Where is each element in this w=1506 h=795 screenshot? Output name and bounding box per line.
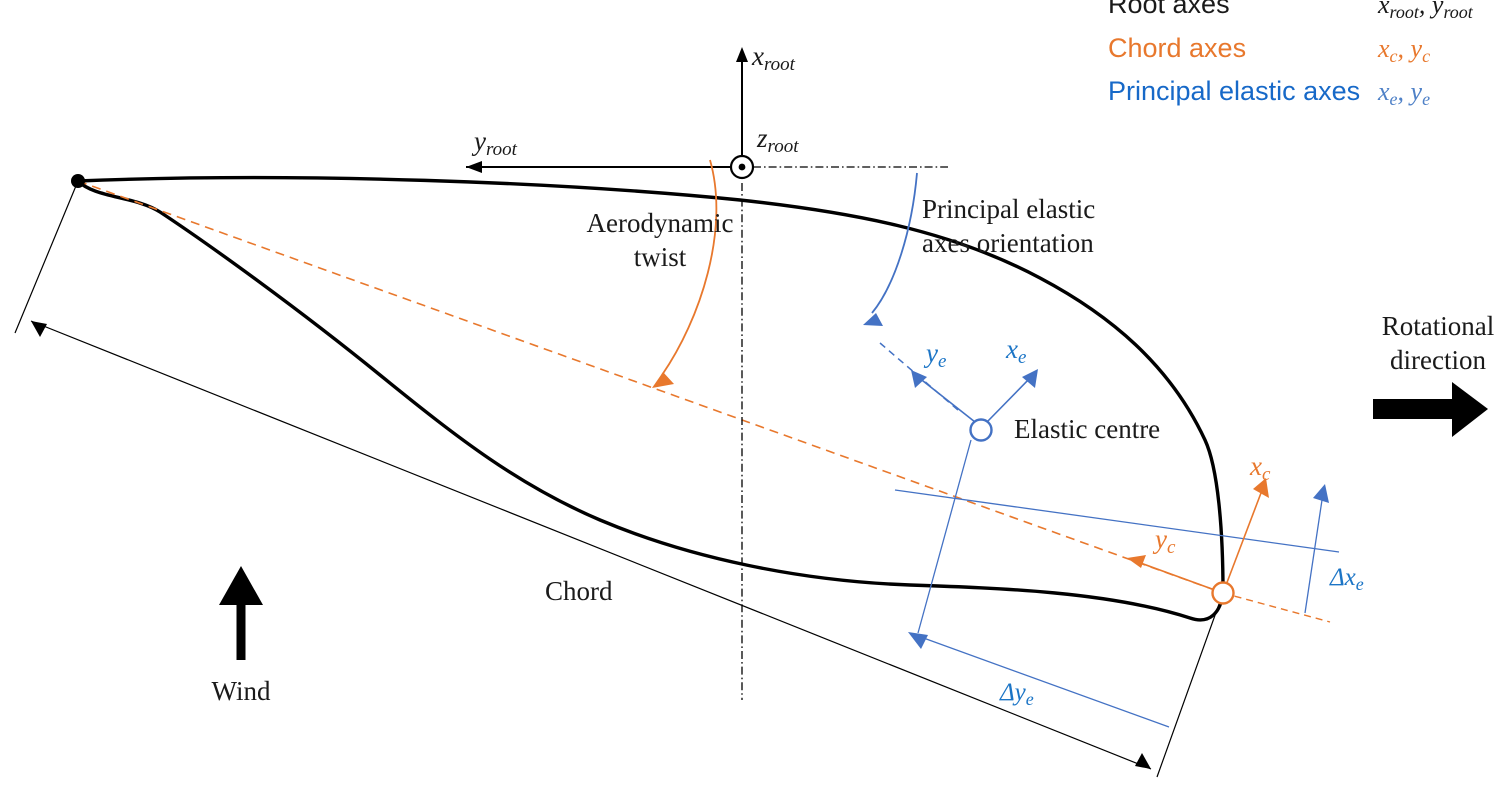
svg-text:Chord axes: Chord axes <box>1108 33 1246 63</box>
svg-text:Elastic centre: Elastic centre <box>1014 414 1160 444</box>
svg-text:Root axes: Root axes <box>1108 0 1230 19</box>
svg-text:Rotational: Rotational <box>1382 311 1494 341</box>
svg-text:Chord: Chord <box>545 576 613 606</box>
svg-text:direction: direction <box>1390 345 1486 375</box>
svg-text:twist: twist <box>634 242 687 272</box>
svg-text:Wind: Wind <box>212 676 271 706</box>
svg-text:Aerodynamic: Aerodynamic <box>587 208 734 238</box>
svg-text:xroot, yroot: xroot, yroot <box>1377 0 1474 22</box>
svg-text:Principal elastic axes: Principal elastic axes <box>1108 76 1360 106</box>
svg-text:axes orientation: axes orientation <box>922 228 1094 258</box>
svg-text:Principal elastic: Principal elastic <box>922 194 1095 224</box>
